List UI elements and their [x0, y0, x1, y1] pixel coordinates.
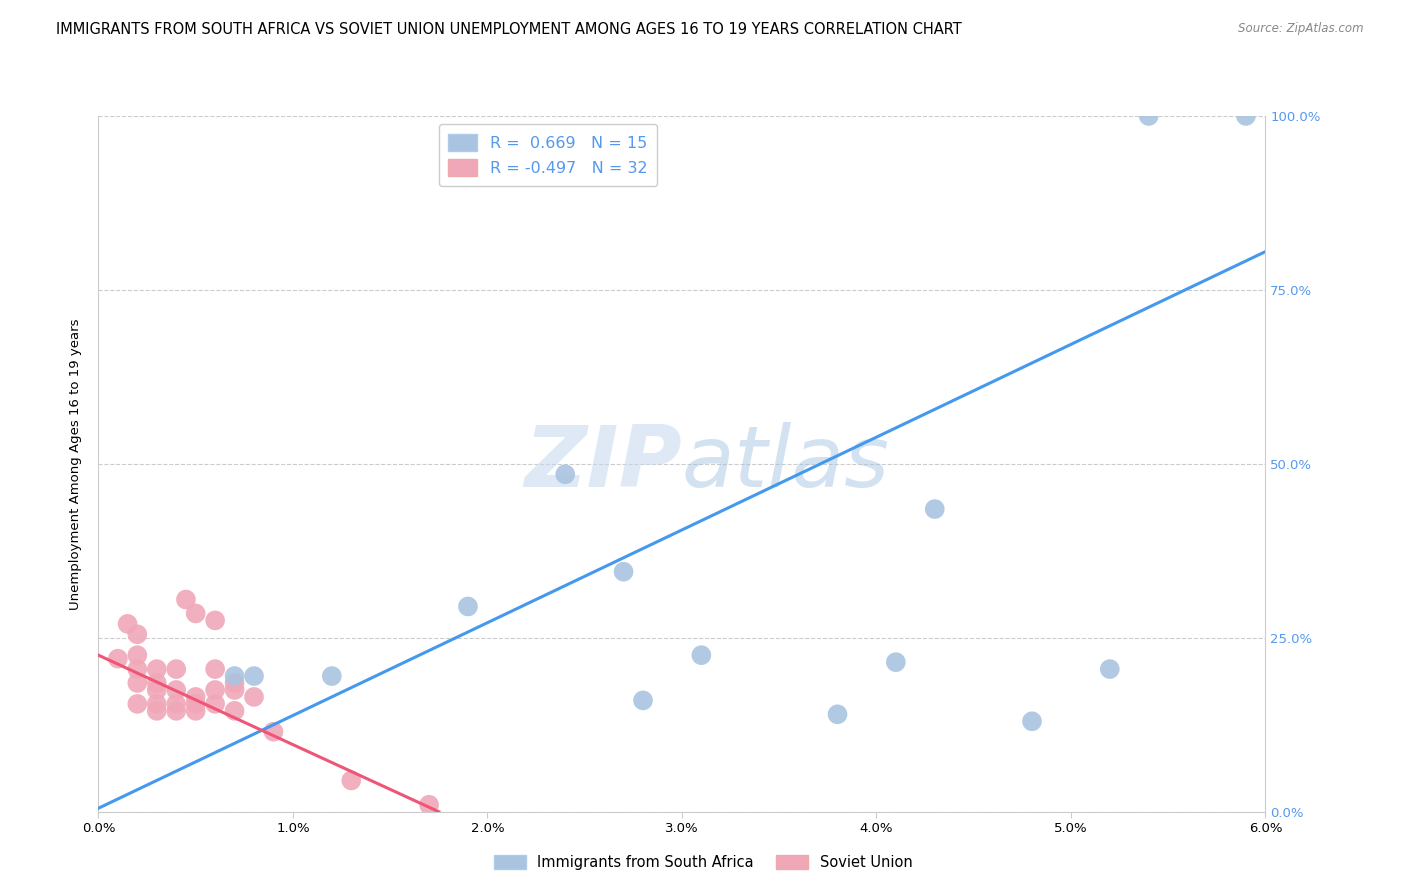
- Point: [146, 697, 169, 711]
- Point: [146, 704, 169, 718]
- Legend: R =  0.669   N = 15, R = -0.497   N = 32: R = 0.669 N = 15, R = -0.497 N = 32: [439, 124, 657, 186]
- Point: [827, 707, 849, 722]
- Point: [127, 662, 149, 676]
- Point: [243, 690, 266, 704]
- Point: [127, 627, 149, 641]
- Point: [165, 697, 187, 711]
- Text: atlas: atlas: [682, 422, 890, 506]
- Point: [127, 676, 149, 690]
- Point: [631, 693, 654, 707]
- Point: [127, 648, 149, 662]
- Point: [174, 592, 197, 607]
- Point: [184, 690, 207, 704]
- Point: [165, 683, 187, 698]
- Text: Source: ZipAtlas.com: Source: ZipAtlas.com: [1239, 22, 1364, 36]
- Point: [1137, 109, 1160, 123]
- Legend: Immigrants from South Africa, Soviet Union: Immigrants from South Africa, Soviet Uni…: [488, 849, 918, 876]
- Point: [613, 565, 636, 579]
- Point: [224, 704, 246, 718]
- Point: [457, 599, 479, 614]
- Point: [418, 797, 440, 812]
- Point: [204, 614, 226, 628]
- Point: [224, 683, 246, 698]
- Point: [165, 662, 187, 676]
- Y-axis label: Unemployment Among Ages 16 to 19 years: Unemployment Among Ages 16 to 19 years: [69, 318, 83, 609]
- Point: [1234, 109, 1257, 123]
- Point: [884, 655, 907, 669]
- Text: IMMIGRANTS FROM SOUTH AFRICA VS SOVIET UNION UNEMPLOYMENT AMONG AGES 16 TO 19 YE: IMMIGRANTS FROM SOUTH AFRICA VS SOVIET U…: [56, 22, 962, 37]
- Point: [554, 467, 576, 482]
- Point: [146, 676, 169, 690]
- Point: [127, 697, 149, 711]
- Point: [184, 607, 207, 621]
- Point: [340, 773, 363, 788]
- Point: [924, 502, 946, 516]
- Point: [690, 648, 713, 662]
- Point: [243, 669, 266, 683]
- Point: [224, 669, 246, 683]
- Point: [107, 651, 129, 665]
- Point: [1098, 662, 1121, 676]
- Point: [117, 616, 139, 631]
- Point: [165, 704, 187, 718]
- Point: [204, 697, 226, 711]
- Point: [184, 697, 207, 711]
- Point: [146, 662, 169, 676]
- Point: [321, 669, 343, 683]
- Point: [204, 662, 226, 676]
- Point: [204, 683, 226, 698]
- Text: ZIP: ZIP: [524, 422, 682, 506]
- Point: [1021, 714, 1043, 729]
- Point: [224, 676, 246, 690]
- Point: [262, 724, 284, 739]
- Point: [184, 704, 207, 718]
- Point: [146, 683, 169, 698]
